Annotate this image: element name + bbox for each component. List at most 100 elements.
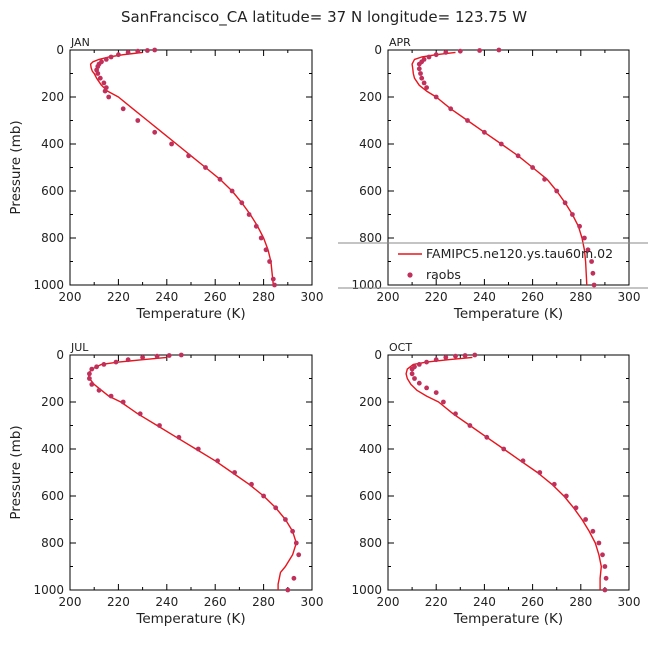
raobs-point (87, 376, 92, 381)
x-tick-label: 240 (155, 595, 178, 609)
y-tick-label: 200 (41, 395, 64, 409)
raobs-point (477, 48, 482, 53)
x-tick-label: 260 (521, 290, 544, 304)
raobs-point (418, 71, 423, 76)
raobs-point (116, 52, 121, 58)
x-tick-label: 260 (204, 290, 227, 304)
raobs-point (178, 352, 184, 358)
panel-oct: OCT 200 220 240 260 280 300 0 200 400 600 800 1000 Te… (351, 341, 640, 627)
raobs-point (101, 80, 107, 86)
raobs-point (498, 141, 504, 147)
raobs-point (416, 380, 422, 386)
raobs-point (482, 129, 487, 135)
raobs-point (590, 270, 596, 276)
raobs-point (585, 247, 591, 253)
raobs-point (424, 85, 429, 90)
raobs-point (577, 223, 582, 229)
raobs-point (169, 141, 175, 147)
raobs-point (416, 66, 422, 72)
y-tick-label: 800 (359, 231, 382, 245)
raobs-point (95, 71, 101, 76)
raobs-point (97, 75, 103, 81)
raobs-point (106, 94, 112, 100)
x-axis-label: Temperature (K) (135, 306, 245, 322)
raobs-point (465, 118, 470, 123)
raobs-point (157, 423, 162, 428)
raobs-point (270, 276, 276, 282)
raobs-point (253, 223, 259, 229)
raobs-point (125, 50, 131, 55)
y-axis-label: Pressure (mb) (8, 120, 24, 214)
raobs-point (120, 106, 126, 112)
x-tick-label: 300 (301, 290, 324, 304)
raobs-point (582, 235, 587, 241)
model-profile-line (87, 356, 297, 590)
raobs-point (602, 564, 608, 569)
raobs-point (103, 57, 109, 62)
raobs-point (419, 75, 425, 81)
x-tick-label: 220 (425, 290, 448, 304)
raobs-point (267, 259, 272, 264)
raobs-point (590, 528, 596, 534)
raobs-point (562, 200, 568, 206)
raobs-point (416, 61, 422, 67)
x-tick-label: 240 (155, 290, 178, 304)
panel-jan: JAN 200 220 240 260 280 300 0 200 400 600 800 1000 Te… (8, 36, 323, 322)
raobs-point (602, 587, 608, 593)
raobs-point (589, 259, 594, 264)
x-tick-label: 200 (377, 290, 400, 304)
x-tick-label: 280 (252, 290, 275, 304)
x-tick-label: 220 (107, 290, 130, 304)
raobs-point (89, 366, 95, 372)
raobs-point (551, 481, 557, 487)
raobs-point (152, 129, 158, 135)
legend-point-swatch (407, 272, 413, 278)
raobs-point (600, 552, 605, 558)
raobs-point (135, 48, 141, 54)
y-tick-label: 600 (359, 489, 382, 503)
raobs-point (448, 106, 454, 112)
y-tick-label: 400 (359, 442, 382, 456)
panel-label: APR (389, 36, 411, 49)
x-tick-label: 260 (204, 595, 227, 609)
raobs-point (409, 366, 415, 372)
y-tick-label: 0 (374, 43, 382, 57)
raobs-point (421, 80, 427, 86)
x-axis-label: Temperature (K) (453, 306, 563, 322)
x-tick-label: 200 (59, 595, 82, 609)
raobs-point (232, 470, 238, 475)
raobs-point (176, 434, 182, 440)
raobs-point (472, 352, 478, 358)
x-axis-label: Temperature (K) (135, 611, 245, 627)
panel-label: OCT (389, 341, 412, 354)
raobs-point (272, 282, 277, 288)
raobs-point (433, 52, 439, 58)
raobs-point (291, 575, 297, 581)
panel-label: JAN (70, 36, 90, 49)
x-tick-label: 280 (569, 290, 592, 304)
raobs-point (108, 393, 114, 399)
panel-jul: JUL 200 220 240 260 280 300 0 200 400 600 800 1000 Te… (8, 341, 323, 627)
y-tick-label: 1000 (33, 278, 64, 292)
y-tick-label: 800 (41, 231, 64, 245)
raobs-point (424, 359, 429, 365)
x-tick-label: 200 (59, 290, 82, 304)
y-tick-label: 1000 (351, 583, 382, 597)
plot-frame (387, 354, 630, 591)
y-tick-label: 800 (359, 536, 382, 550)
y-tick-label: 600 (41, 489, 64, 503)
raobs-point (515, 153, 521, 159)
raobs-point (583, 517, 588, 522)
x-tick-label: 260 (521, 595, 544, 609)
legend-label-model: FAMIPC5.ne120.ys.tau60m.02 (426, 246, 613, 261)
raobs-point (603, 575, 609, 581)
y-tick-label: 800 (41, 536, 64, 550)
x-tick-label: 300 (301, 595, 324, 609)
panel-label: JUL (70, 341, 89, 354)
raobs-point (290, 528, 295, 534)
raobs-point (263, 247, 269, 253)
x-tick-label: 240 (473, 595, 496, 609)
raobs-point (89, 382, 95, 387)
raobs-point (135, 118, 141, 123)
plot-frame (69, 354, 313, 591)
